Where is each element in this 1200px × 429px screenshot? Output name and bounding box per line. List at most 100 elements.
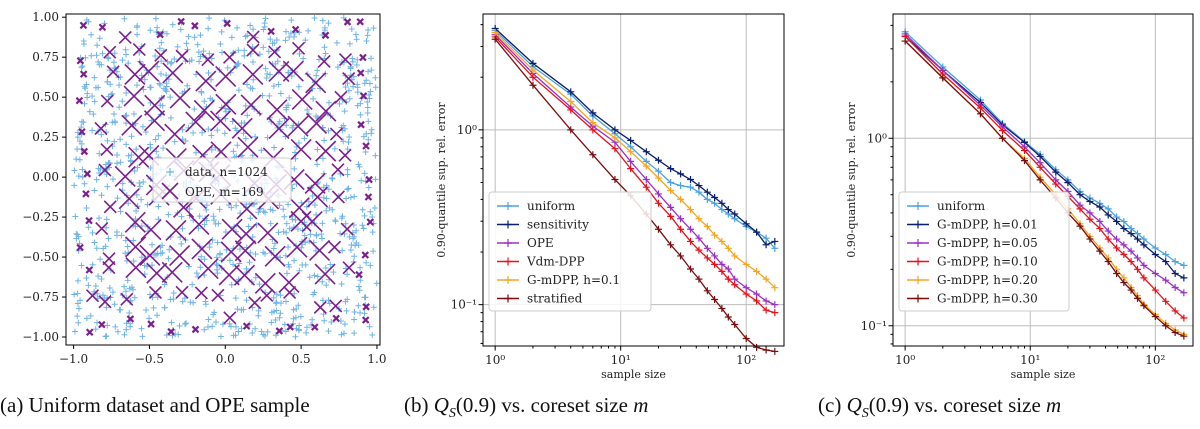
data-point bbox=[78, 124, 85, 131]
ope-point bbox=[85, 216, 93, 225]
data-point bbox=[351, 330, 358, 337]
y-tick-label: 0.25 bbox=[32, 130, 59, 144]
x-axis-label: sample size bbox=[601, 368, 666, 381]
data-point bbox=[111, 111, 118, 118]
data-point bbox=[192, 149, 199, 156]
ope-point bbox=[359, 53, 367, 62]
data-point bbox=[270, 82, 277, 89]
data-point bbox=[75, 233, 82, 240]
data-point bbox=[1052, 168, 1060, 176]
ope-point bbox=[201, 53, 215, 67]
data-point bbox=[123, 326, 130, 333]
ope-point bbox=[191, 325, 200, 334]
data-point bbox=[346, 233, 353, 240]
data-point bbox=[83, 315, 90, 322]
data-point bbox=[179, 298, 186, 305]
data-point bbox=[283, 220, 290, 227]
ope-point bbox=[305, 72, 327, 94]
ope-point bbox=[100, 143, 114, 157]
data-point bbox=[72, 213, 79, 220]
data-point bbox=[183, 320, 190, 327]
data-point bbox=[742, 220, 750, 228]
data-point bbox=[217, 333, 224, 340]
ope-point bbox=[283, 285, 297, 300]
data-point bbox=[121, 331, 128, 338]
data-point bbox=[123, 120, 130, 127]
data-point bbox=[703, 254, 711, 262]
data-point bbox=[246, 259, 253, 266]
data-point bbox=[627, 165, 635, 173]
ope-point bbox=[361, 316, 370, 324]
data-point bbox=[288, 72, 295, 79]
data-point bbox=[90, 111, 97, 118]
data-point bbox=[341, 321, 348, 328]
data-point bbox=[201, 98, 208, 105]
data-point bbox=[193, 71, 200, 78]
ope-point bbox=[334, 90, 348, 104]
series-sensitivity bbox=[491, 25, 779, 249]
data-point bbox=[293, 306, 300, 313]
ope-point bbox=[290, 138, 312, 160]
data-point bbox=[762, 346, 770, 354]
data-point bbox=[567, 88, 575, 96]
data-point bbox=[346, 40, 353, 47]
data-point bbox=[235, 87, 242, 94]
data-point bbox=[121, 15, 128, 22]
data-point bbox=[753, 297, 761, 305]
data-point bbox=[314, 67, 321, 74]
data-point bbox=[132, 223, 139, 230]
data-point bbox=[762, 297, 770, 305]
data-point bbox=[163, 88, 170, 95]
data-point bbox=[261, 23, 268, 30]
ope-point bbox=[306, 186, 329, 208]
x-tick-label: −1.0 bbox=[59, 352, 88, 366]
ope-point bbox=[340, 222, 354, 236]
data-point bbox=[332, 218, 339, 225]
ope-point bbox=[215, 65, 237, 87]
data-point bbox=[214, 239, 221, 246]
data-point bbox=[260, 208, 267, 215]
legend: uniform G-mDPP, h=0.01 G-mDPP, h=0.05 G-mDP… bbox=[898, 191, 1070, 312]
data-point bbox=[291, 257, 298, 264]
data-point bbox=[330, 269, 337, 276]
data-point bbox=[88, 31, 95, 38]
ope-point bbox=[278, 271, 300, 294]
data-point bbox=[230, 332, 237, 339]
legend-frame bbox=[898, 191, 1070, 312]
data-point bbox=[89, 127, 96, 134]
data-point bbox=[724, 244, 732, 252]
data-point bbox=[258, 147, 265, 154]
data-point bbox=[611, 145, 619, 153]
data-point bbox=[1086, 198, 1094, 205]
data-point bbox=[235, 47, 242, 54]
data-point bbox=[262, 209, 269, 216]
data-point bbox=[589, 126, 597, 134]
data-point bbox=[240, 130, 247, 137]
data-point bbox=[182, 137, 189, 144]
data-point bbox=[711, 231, 719, 239]
data-point bbox=[247, 215, 254, 222]
data-point bbox=[167, 114, 174, 121]
data-point bbox=[266, 92, 273, 99]
data-point bbox=[205, 69, 212, 76]
data-point bbox=[255, 209, 262, 216]
ope-point bbox=[98, 295, 112, 309]
data-point bbox=[325, 20, 332, 27]
data-point bbox=[165, 211, 172, 218]
data-point bbox=[91, 239, 98, 246]
ope-point bbox=[197, 257, 219, 280]
y-tick-label: 0.50 bbox=[32, 90, 59, 104]
data-point bbox=[147, 141, 154, 148]
data-point bbox=[328, 319, 335, 326]
data-point bbox=[94, 42, 101, 49]
data-point bbox=[264, 328, 271, 335]
data-point bbox=[333, 39, 340, 46]
data-point bbox=[302, 37, 309, 44]
data-point bbox=[627, 157, 635, 165]
data-point bbox=[202, 301, 209, 308]
data-point bbox=[206, 50, 213, 57]
data-point bbox=[179, 225, 186, 232]
data-point bbox=[357, 264, 364, 271]
data-point bbox=[567, 98, 575, 106]
data-point bbox=[339, 213, 346, 220]
